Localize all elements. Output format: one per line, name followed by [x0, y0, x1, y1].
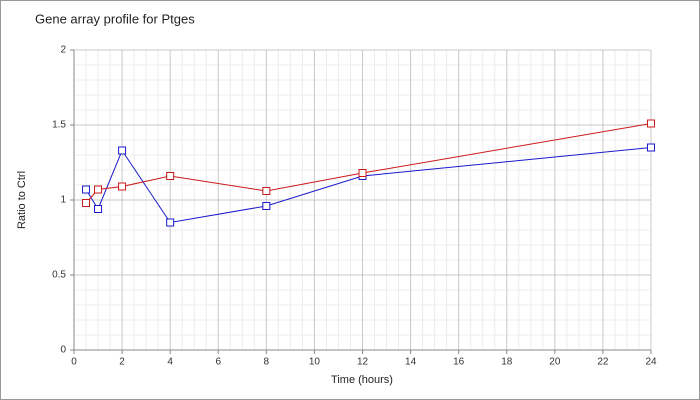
point-marker: [94, 205, 103, 213]
point-marker: [262, 202, 271, 210]
x-tick-label: 20: [549, 357, 561, 368]
point-marker: [262, 187, 271, 195]
point-marker: [94, 185, 103, 194]
x-tick-label: 10: [309, 357, 321, 368]
y-tick-label: 1: [60, 195, 66, 206]
point-marker: [166, 172, 175, 180]
point-marker: [118, 182, 127, 191]
x-tick-label: 18: [501, 357, 513, 368]
x-tick-label: 4: [167, 357, 173, 368]
point-marker: [166, 218, 175, 227]
point-marker: [358, 169, 367, 177]
x-tick-label: 14: [405, 357, 417, 368]
x-tick-label: 6: [215, 357, 221, 368]
y-tick-label: 1.5: [52, 120, 66, 131]
x-tick-label: 0: [71, 357, 77, 368]
x-axis-label: Time (hours): [331, 374, 393, 386]
point-marker: [82, 199, 91, 207]
y-tick-label: 2: [60, 45, 66, 56]
chart-title: Gene array profile for Ptges: [35, 11, 195, 26]
point-marker: [118, 146, 127, 155]
x-tick-label: 16: [453, 357, 465, 368]
x-tick-label: 12: [357, 357, 369, 368]
x-tick-label: 22: [597, 357, 609, 368]
y-axis-label: Ratio to Ctrl: [16, 171, 28, 229]
x-tick-label: 2: [119, 357, 125, 368]
point-marker: [82, 185, 91, 194]
point-marker: [647, 119, 655, 128]
point-marker: [647, 143, 655, 152]
x-tick-label: 8: [264, 357, 270, 368]
y-tick-label: 0: [60, 345, 66, 356]
x-tick-label: 24: [645, 357, 657, 368]
y-tick-label: 0.5: [52, 270, 66, 281]
